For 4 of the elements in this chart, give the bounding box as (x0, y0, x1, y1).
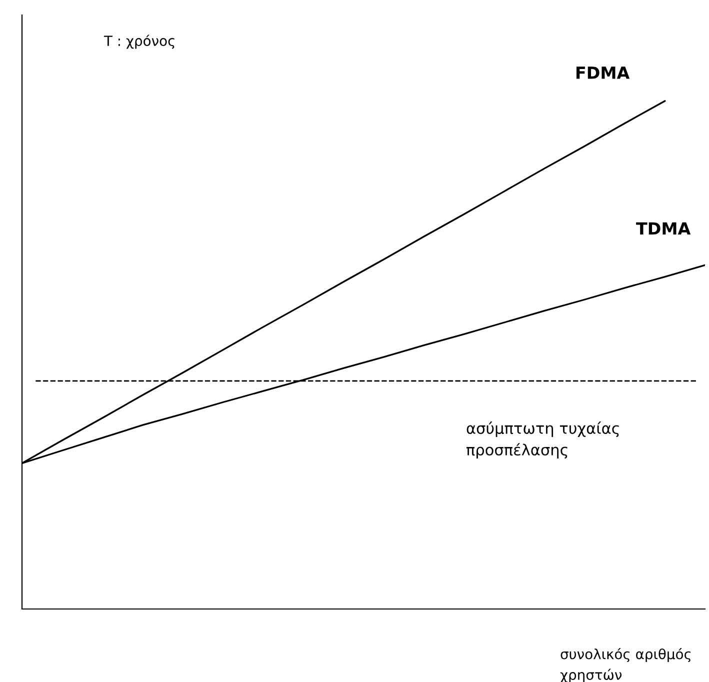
ref-line-label: ασύμπτωτη τυχαίας προσπέλασης (466, 422, 619, 459)
text: TDMA (636, 222, 691, 235)
text: FDMA (576, 66, 630, 79)
y-axis-title: T : χρόνος (104, 34, 174, 49)
